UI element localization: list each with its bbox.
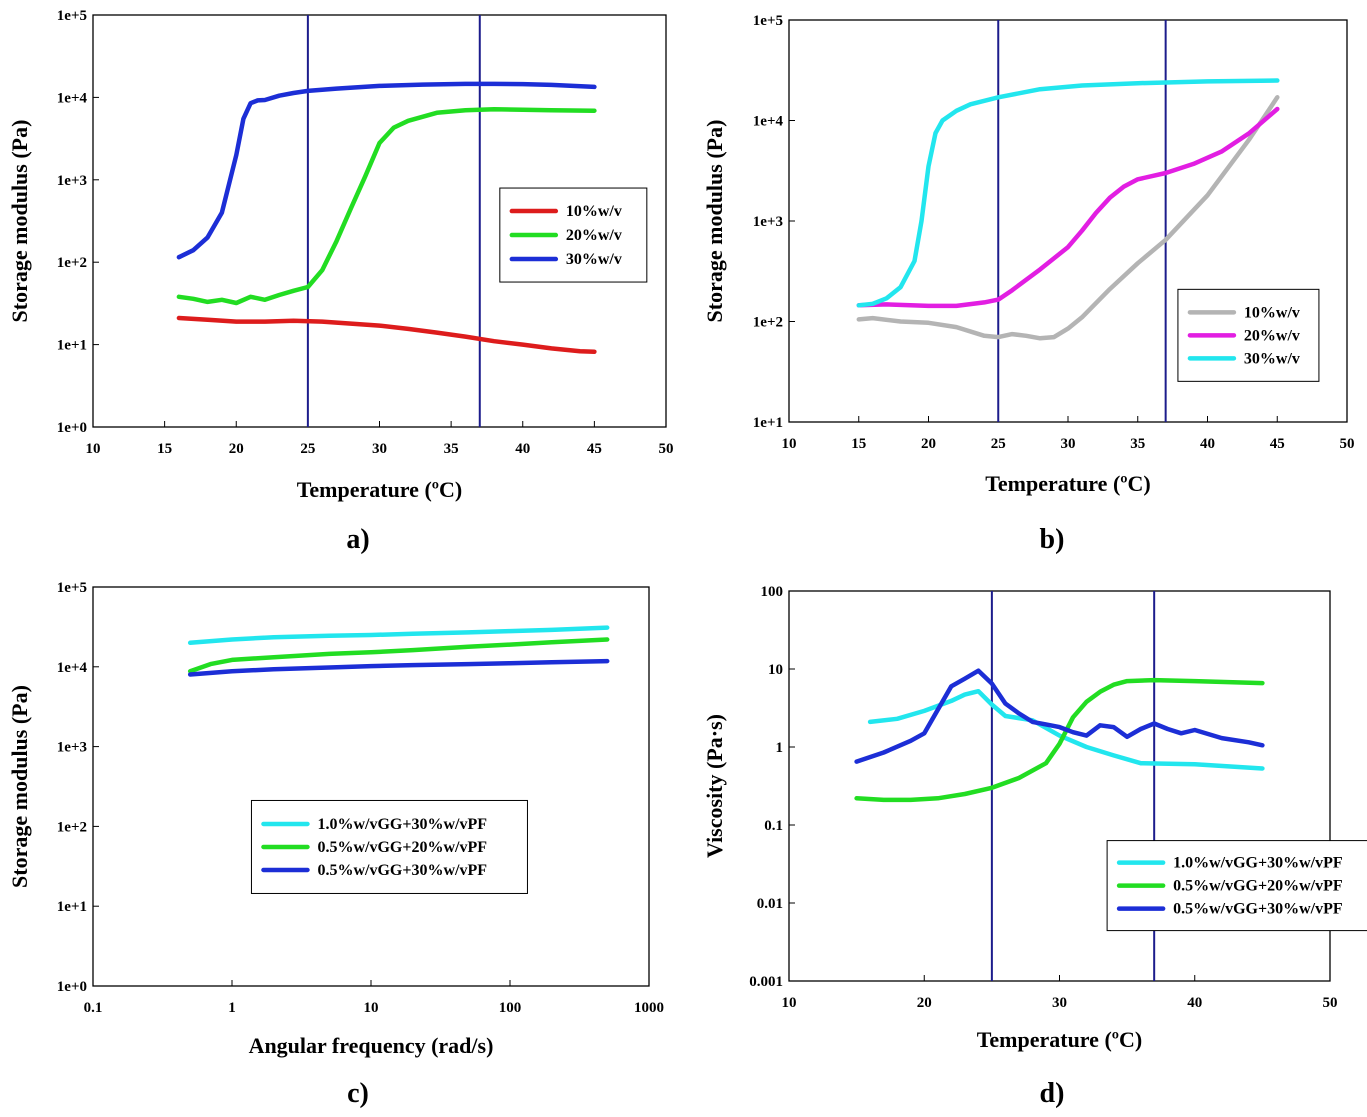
panel-d: 10 20 30 40 50 0.001 0.01 0.1 1 10 100 1.0%w/vGG+30… xyxy=(702,584,1367,1109)
y-tick-label: 10 xyxy=(768,662,783,678)
legend: 1.0%w/vGG+30%w/vPF 0.5%w/vGG+20%w/vPF 0.5%… xyxy=(250,799,528,894)
x-tick-label: 10 xyxy=(86,441,101,457)
legend-label: 0.5%w/vGG+30%w/vPF xyxy=(317,862,487,879)
series-line-d-2 xyxy=(854,677,1265,803)
x-tick-label: 50 xyxy=(659,441,674,457)
x-tick-label: 30 xyxy=(1061,436,1076,452)
panel-label: c) xyxy=(347,1078,369,1109)
x-axis-label: Temperature (ºC) xyxy=(985,471,1151,496)
y-tick-label: 1e+2 xyxy=(57,255,87,271)
x-axis-label: Temperature (ºC) xyxy=(977,1027,1143,1052)
x-tick-label: 10 xyxy=(364,1000,379,1016)
series-line-d-3 xyxy=(854,668,1265,764)
legend-label: 30%w/v xyxy=(1244,350,1300,367)
x-tick-label: 15 xyxy=(851,436,866,452)
legend-label: 1.0%w/vGG+30%w/vPF xyxy=(317,816,487,833)
panel-c: 0.1 1 10 100 1000 1e+0 1e+1 1e+2 1e+3 1e+4 1e+5 1.0… xyxy=(7,580,664,1109)
panel-label: a) xyxy=(346,524,369,555)
legend-label: 10%w/v xyxy=(566,203,622,220)
x-tick-label: 15 xyxy=(157,441,172,457)
legend-label: 0.5%w/vGG+20%w/vPF xyxy=(317,839,487,856)
x-tick-label: 35 xyxy=(444,441,459,457)
legend-label: 0.5%w/vGG+20%w/vPF xyxy=(1173,878,1343,895)
panel-label: b) xyxy=(1040,524,1065,555)
x-tick-label: 10 xyxy=(782,995,797,1011)
legend: 10%w/v 20%w/v 30%w/v xyxy=(499,187,648,283)
plot-frame xyxy=(92,586,650,987)
x-tick-label: 1 xyxy=(228,1000,236,1016)
x-tick-label: 40 xyxy=(1187,995,1202,1011)
x-tick-label: 40 xyxy=(1200,436,1215,452)
series-line-c-2 xyxy=(187,637,610,674)
y-tick-label: 1e+3 xyxy=(753,214,783,230)
series-line-d-1 xyxy=(867,688,1265,771)
y-tick-label: 1e+4 xyxy=(753,114,784,130)
y-tick-label: 1e+2 xyxy=(753,315,783,331)
x-tick-label: 25 xyxy=(300,441,315,457)
legend-label: 20%w/v xyxy=(1244,327,1300,344)
legend-label: 10%w/v xyxy=(1244,304,1300,321)
y-axis-label: Storage modulus (Pa) xyxy=(7,120,32,323)
x-tick-label: 10 xyxy=(782,436,797,452)
y-tick-label: 1e+1 xyxy=(57,338,87,354)
y-tick-label: 1e+5 xyxy=(57,580,87,596)
x-tick-label: 100 xyxy=(499,1000,522,1016)
y-tick-label: 1e+4 xyxy=(57,90,88,106)
y-tick-label: 1e+5 xyxy=(57,8,87,24)
legend-label: 30%w/v xyxy=(566,251,622,268)
series-line-b-2 xyxy=(856,106,1280,309)
y-tick-label: 1e+1 xyxy=(57,899,87,915)
x-tick-label: 0.1 xyxy=(84,1000,103,1016)
y-axis-label: Storage modulus (Pa) xyxy=(7,685,32,888)
series-line-b-1 xyxy=(856,95,1280,341)
legend-label: 20%w/v xyxy=(566,227,622,244)
x-tick-label: 25 xyxy=(991,436,1006,452)
y-tick-label: 1 xyxy=(776,740,784,756)
y-tick-label: 1e+0 xyxy=(57,420,87,436)
legend-label: 0.5%w/vGG+30%w/vPF xyxy=(1173,901,1343,918)
y-tick-label: 1e+0 xyxy=(57,979,87,995)
legend: 10%w/v 20%w/v 30%w/v xyxy=(1177,288,1320,382)
x-tick-label: 30 xyxy=(372,441,387,457)
x-tick-label: 50 xyxy=(1340,436,1355,452)
series-line-c-3 xyxy=(187,658,610,677)
x-tick-label: 20 xyxy=(229,441,244,457)
y-tick-label: 1e+2 xyxy=(57,819,87,835)
x-tick-label: 20 xyxy=(921,436,936,452)
x-axis-label: Temperature (ºC) xyxy=(297,477,463,502)
y-tick-label: 0.01 xyxy=(757,896,783,912)
x-tick-label: 1000 xyxy=(634,1000,664,1016)
panel-a: 10 15 20 25 30 35 40 45 50 1e+0 1e+1 1e+2 1e+3 1e+4 1e… xyxy=(7,8,674,555)
y-tick-label: 1e+5 xyxy=(753,13,783,29)
y-tick-label: 0.001 xyxy=(749,974,783,990)
y-tick-label: 1e+1 xyxy=(753,415,783,431)
panel-label: d) xyxy=(1040,1078,1065,1109)
legend-label: 1.0%w/vGG+30%w/vPF xyxy=(1173,855,1343,872)
x-tick-label: 45 xyxy=(1270,436,1285,452)
panel-b: 10 15 20 25 30 35 40 45 50 1e+1 1e+2 1e+3 1e+4 1e+5 10… xyxy=(702,13,1355,555)
x-tick-label: 45 xyxy=(587,441,602,457)
x-tick-label: 40 xyxy=(515,441,530,457)
legend: 1.0%w/vGG+30%w/vPF 0.5%w/vGG+20%w/vPF 0.5%… xyxy=(1106,840,1367,932)
x-tick-label: 30 xyxy=(1052,995,1067,1011)
y-axis-label: Viscosity (Pa·s) xyxy=(702,714,727,858)
series-line-a-3 xyxy=(176,81,597,260)
x-tick-label: 35 xyxy=(1130,436,1145,452)
series-line-c-1 xyxy=(187,625,610,646)
series-line-a-1 xyxy=(176,315,597,354)
y-tick-label: 1e+4 xyxy=(57,660,88,676)
series-line-a-2 xyxy=(176,106,597,306)
y-tick-label: 0.1 xyxy=(764,818,783,834)
y-tick-label: 100 xyxy=(761,584,784,600)
x-tick-label: 20 xyxy=(917,995,932,1011)
y-axis-label: Storage modulus (Pa) xyxy=(702,120,727,323)
x-axis-label: Angular frequency (rad/s) xyxy=(249,1033,494,1058)
y-tick-label: 1e+3 xyxy=(57,173,87,189)
x-tick-label: 50 xyxy=(1323,995,1338,1011)
series-line-b-3 xyxy=(856,78,1280,308)
y-tick-label: 1e+3 xyxy=(57,740,87,756)
